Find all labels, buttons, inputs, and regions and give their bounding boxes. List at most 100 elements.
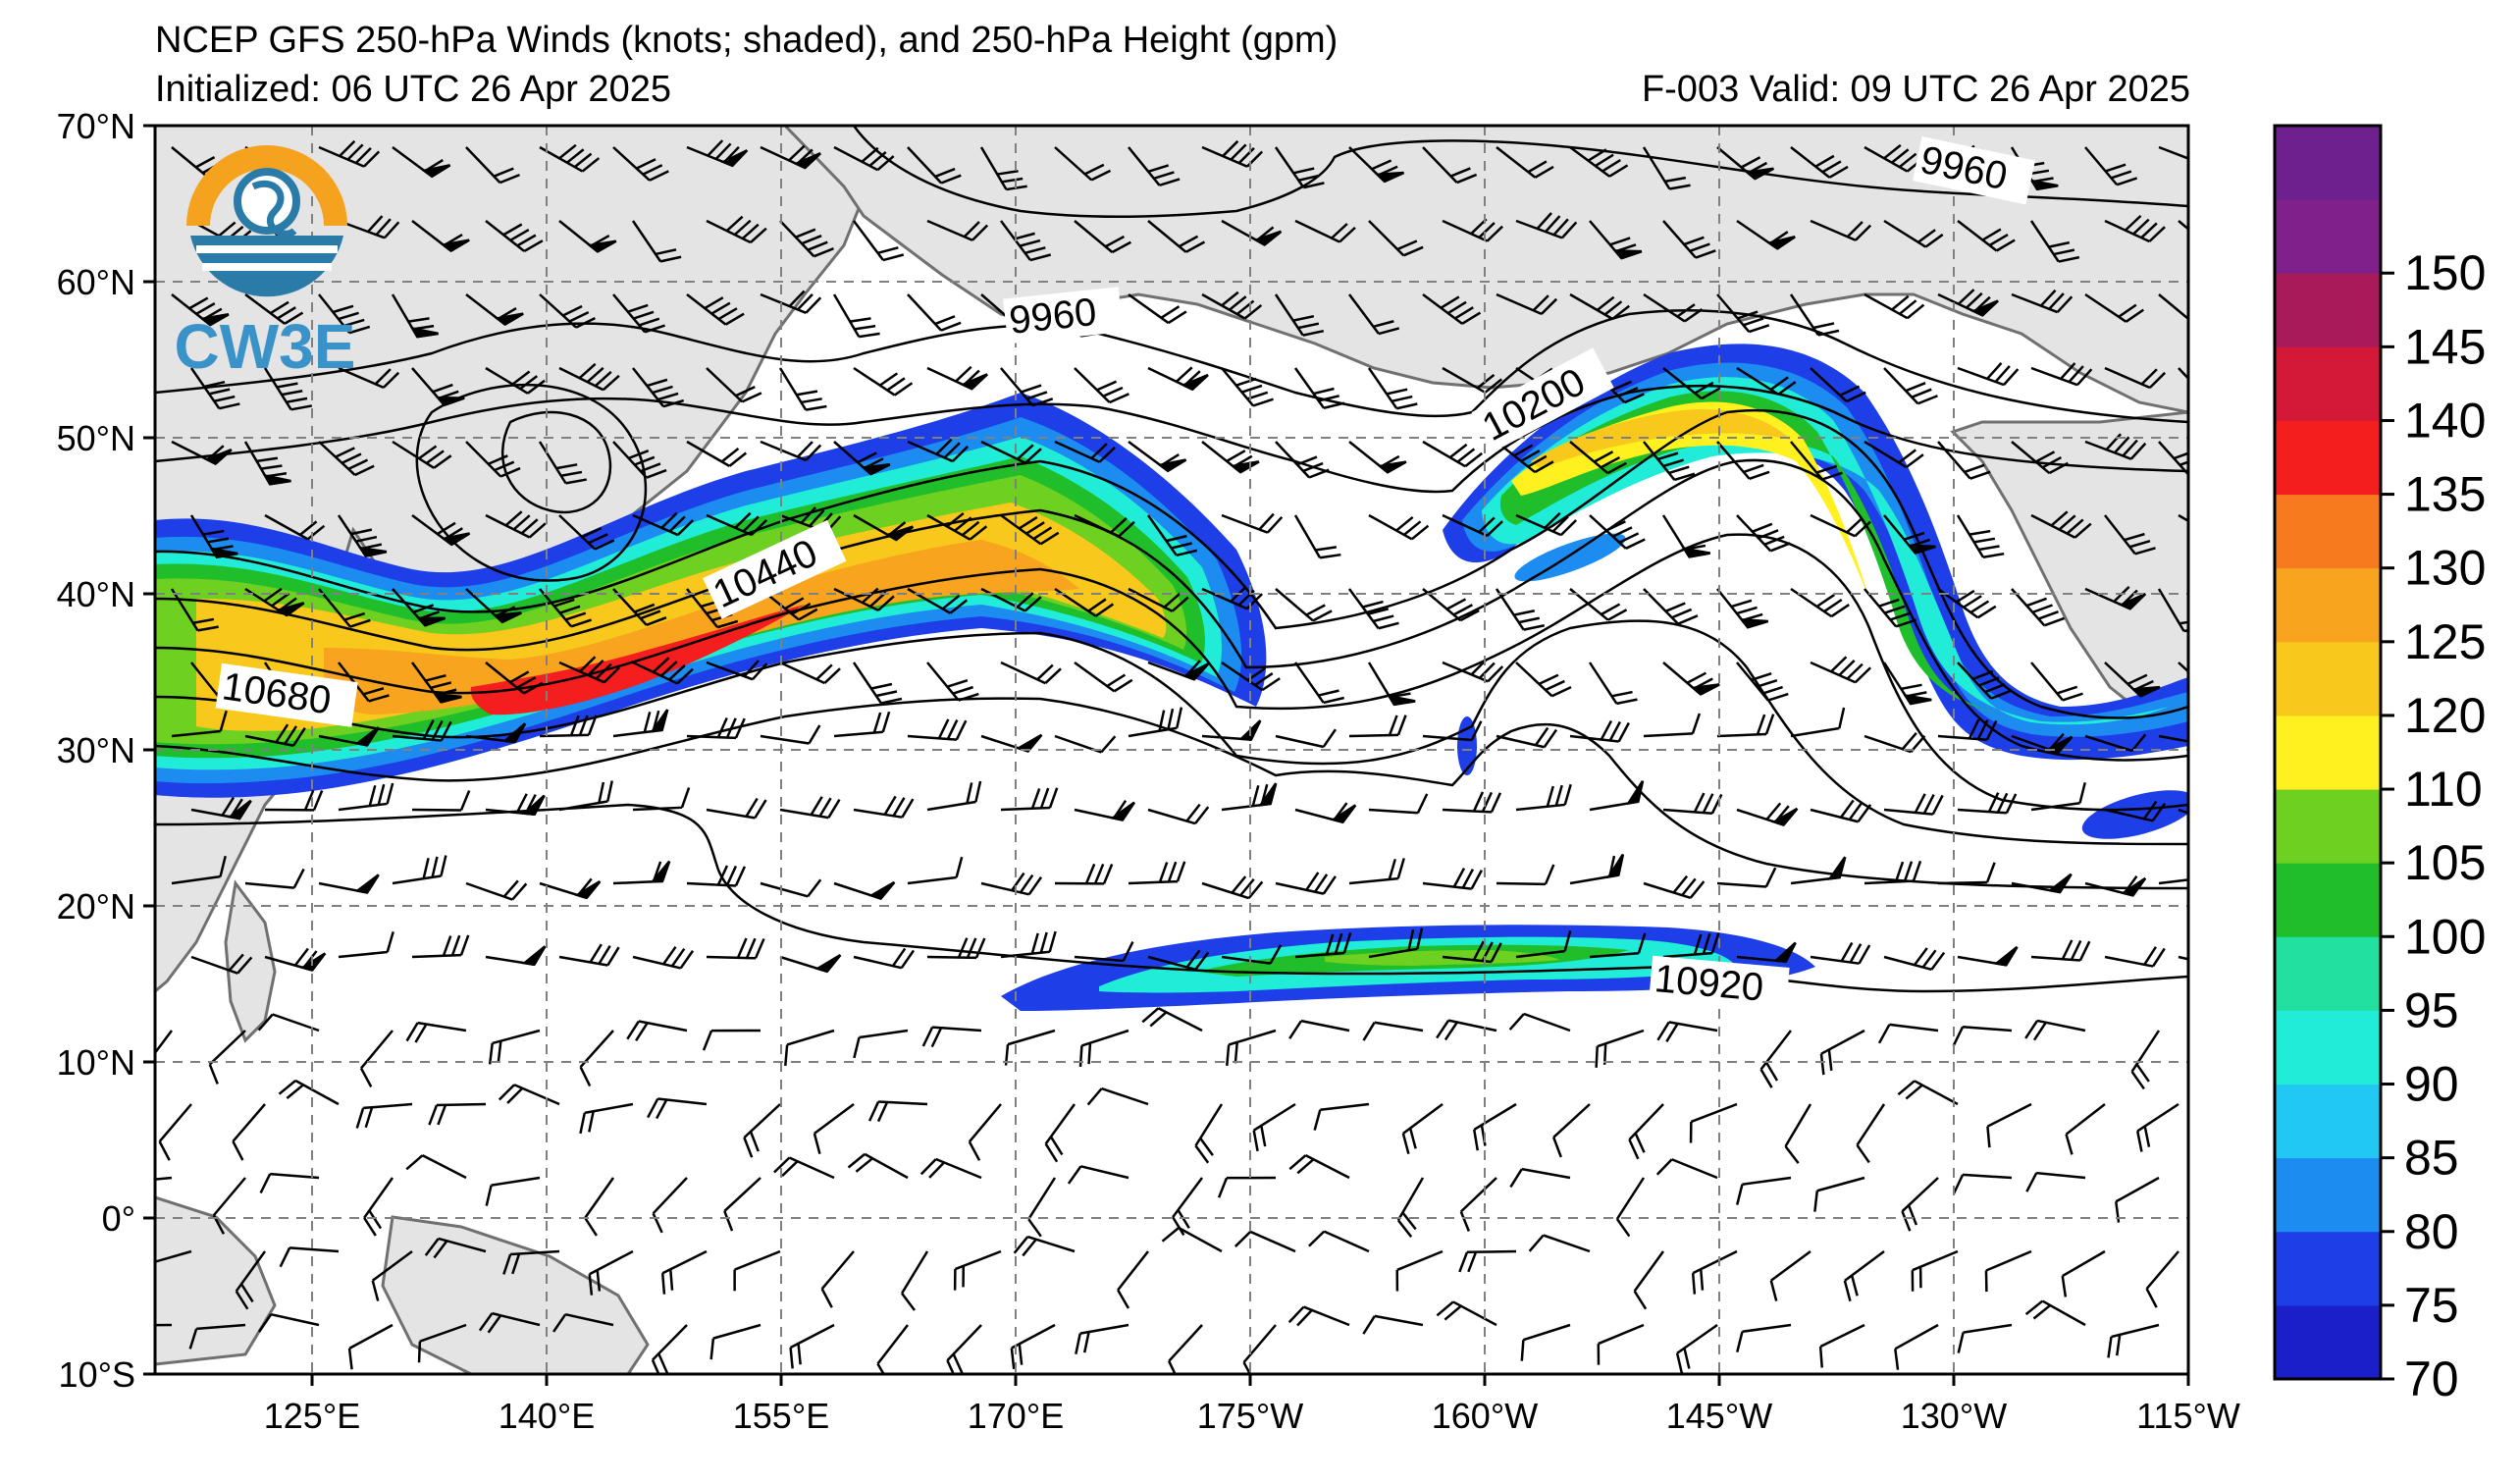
wind-barb [1864,292,1925,320]
wind-barb [1000,787,1059,812]
wind-barb [405,1021,467,1043]
wind-barb [1819,1029,1865,1076]
wind-barb [709,1323,761,1360]
wind-barb [907,718,968,741]
wind-barb [278,1079,340,1106]
wind-barb [2030,782,2086,812]
wind-barb [558,362,620,392]
wind-barb [338,782,394,812]
wind-barb [1515,783,1572,812]
wind-barb [411,220,470,253]
wind-barb [1362,1021,1424,1041]
wind-barb [318,441,375,477]
wind-barb [1027,1177,1057,1238]
wind-barb [779,220,834,258]
wind-barb [926,937,986,960]
wind-barb [1957,1323,2013,1353]
wind-barb [1308,1230,1370,1253]
wind-barb [979,146,1027,191]
wind-barb [1528,1234,1591,1253]
wind-barb [1810,513,1871,538]
wind-barb [465,441,521,478]
wind-barb [259,1172,320,1194]
wind-barb [813,1102,855,1155]
wind-barb [171,440,233,465]
wind-barb [417,1323,467,1363]
wind-barb [2011,873,2073,894]
wind-barb [2030,662,2083,702]
wind-barb [1877,1023,1939,1044]
wind-barb [1662,367,1721,400]
wind-barb [1074,661,1133,693]
wind-barb [760,724,821,745]
wind-barb [2025,1171,2086,1192]
wind-barb [539,715,598,738]
wind-barb [155,1323,173,1327]
wind-barb [392,719,452,742]
wind-barb [1957,945,2019,967]
latitude-labels: 70°N 60°N 50°N 40°N 30°N 20°N 10°N 0° 10… [57,106,135,1395]
wind-barb [411,790,471,812]
wind-barb [1643,441,1696,482]
wind-barb [926,365,988,391]
wind-barb [1883,947,1946,972]
wind-barb [919,1157,982,1180]
wind-barb [2030,939,2091,962]
wind-barb [1422,720,1483,742]
wind-barb [485,662,544,695]
wind-barb [1643,713,1702,738]
wind-barb [2104,366,2167,390]
colorbar-label: 145 [2404,319,2486,374]
wind-barb [1894,1323,1939,1370]
wind-barb [1633,1250,1665,1310]
wind-barb [1000,661,1062,685]
colorbar-swatch [2275,126,2381,200]
wind-barb [1459,1177,1497,1232]
wind-barb [558,943,620,967]
wind-barb [1422,146,1478,185]
colorbar-swatch [2275,346,2381,421]
wind-barb [1661,514,1710,558]
wind-barb [847,1152,909,1180]
wind-barb [485,793,546,817]
wind-barb [155,1176,173,1184]
wind-barb [1655,1158,1718,1180]
lat-label: 40°N [57,574,135,614]
wind-barb [631,220,682,263]
colorbar-label: 90 [2404,1057,2459,1112]
wind-barb [1790,441,1843,481]
wind-barb [632,511,695,537]
wind-barb [651,1324,688,1374]
wind-barb [1628,1103,1664,1160]
wind-barb [1362,1314,1424,1335]
wind-barb [539,293,596,329]
wind-barb [2178,662,2188,697]
wind-barb [258,1312,320,1333]
wind-barb [1736,941,1797,964]
contour-labels: 9960 9960 10200 10440 10680 10920 [215,135,2035,1013]
wind-barb [1013,1235,1076,1257]
wind-barb [1348,715,1407,738]
wind-barb [2130,1030,2161,1090]
map-title: NCEP GFS 250-hPa Winds (knots; shaded), … [155,20,1339,61]
wind-barb [1000,367,1054,407]
wind-barb [465,588,522,624]
wind-barb [1589,514,1646,550]
wind-barb [2104,946,2166,968]
wind-barb [907,146,962,185]
wind-barb [1643,874,1706,899]
wind-barb [363,1177,394,1237]
wind-barb [853,795,915,819]
wind-barb [1226,1029,1277,1067]
wind-barb [2178,220,2188,254]
wind-barb [853,513,915,542]
wind-barb [853,1029,909,1059]
wind-barb [953,1249,1002,1291]
wind-barb [706,511,768,537]
wind-barb [1689,1102,1738,1143]
axis-ticks [143,124,2190,1386]
contour-label-9960-b: 9960 [1007,291,1098,343]
valid-time: F-003 Valid: 09 UTC 26 Apr 2025 [1641,69,2190,110]
wind-barb [2104,800,2167,822]
wind-barb [1368,513,1430,541]
